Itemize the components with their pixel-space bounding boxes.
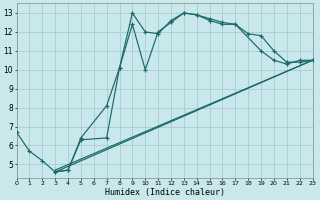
X-axis label: Humidex (Indice chaleur): Humidex (Indice chaleur) (105, 188, 225, 197)
